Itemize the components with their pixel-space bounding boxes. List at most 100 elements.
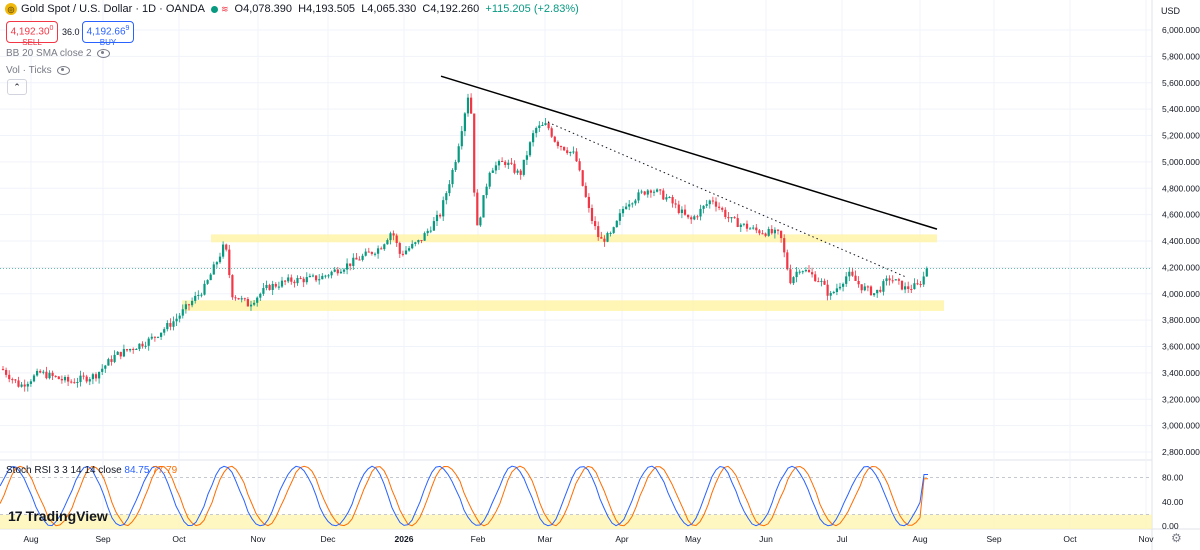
collapse-legend-button[interactable]: ⌃ xyxy=(7,79,27,95)
candle-body xyxy=(535,128,538,134)
price-tick: 2,800.000 xyxy=(1162,447,1200,457)
candle-body xyxy=(98,371,101,379)
candle-body xyxy=(904,286,907,290)
candle-body xyxy=(838,286,842,289)
candle-body xyxy=(525,155,528,160)
stoch-legend[interactable]: Stoch RSI 3 3 14 14 close 84.75 77.79 xyxy=(6,465,177,476)
candle-body xyxy=(783,238,786,253)
candle-body xyxy=(119,351,122,357)
change-value: +115.205 (+2.83%) xyxy=(485,3,579,15)
stoch-tick: 40.00 xyxy=(1162,497,1184,507)
candle-body xyxy=(8,374,11,380)
candle-body xyxy=(169,323,172,327)
sell-label: SELL xyxy=(22,38,42,48)
symbol-title[interactable]: Gold Spot / U.S. Dollar · 1D · OANDA xyxy=(21,3,205,15)
candle-body xyxy=(811,272,814,275)
candle-body xyxy=(869,286,873,296)
gear-icon[interactable]: ⚙ xyxy=(1171,531,1182,545)
candle-body xyxy=(129,348,132,351)
eye-icon[interactable] xyxy=(96,49,110,58)
stoch-tick: 0.00 xyxy=(1162,521,1179,531)
candle-body xyxy=(742,223,745,225)
time-label: Oct xyxy=(172,534,186,544)
candle-body xyxy=(687,214,690,218)
candle-body xyxy=(845,276,848,284)
price-tick: 5,200.000 xyxy=(1162,131,1200,141)
candle-body xyxy=(166,323,169,330)
candle-body xyxy=(832,291,835,293)
candle-body xyxy=(308,275,311,278)
candle-body xyxy=(823,280,826,285)
candle-body xyxy=(26,383,29,387)
time-label: Sep xyxy=(986,534,1001,544)
candle-body xyxy=(755,227,758,231)
candle-body xyxy=(752,227,755,229)
candle-body xyxy=(665,197,668,200)
candle-body xyxy=(101,368,104,372)
candle-body xyxy=(150,336,153,339)
candle-body xyxy=(510,162,513,164)
candle-body xyxy=(767,228,770,236)
candle-body xyxy=(649,190,652,193)
time-label: Apr xyxy=(615,534,628,544)
candle-body xyxy=(17,380,20,387)
price-tick: 3,200.000 xyxy=(1162,394,1200,404)
candle-body xyxy=(826,284,829,296)
eye-icon[interactable] xyxy=(56,66,70,75)
candle-body xyxy=(848,271,851,277)
candle-body xyxy=(680,209,683,213)
candle-body xyxy=(253,302,256,305)
vol-indicator[interactable]: Vol · Ticks xyxy=(6,65,70,76)
candle-body xyxy=(522,159,525,175)
candle-body xyxy=(900,280,904,290)
candle-body xyxy=(132,348,135,350)
candle-body xyxy=(178,315,181,319)
tradingview-logo[interactable]: 17 TradingView xyxy=(8,508,108,524)
candle-body xyxy=(110,359,113,362)
candle-body xyxy=(231,275,234,298)
candle-body xyxy=(857,280,860,285)
candle-body xyxy=(215,262,218,265)
candle-body xyxy=(578,161,581,171)
candle-body xyxy=(814,274,817,282)
candle-body xyxy=(268,284,271,290)
currency-label[interactable]: USD xyxy=(1161,6,1181,16)
price-tick: 5,600.000 xyxy=(1162,78,1200,88)
time-label: Aug xyxy=(912,534,927,544)
time-label: May xyxy=(685,534,702,544)
stoch-d-value: 77.79 xyxy=(152,465,178,476)
sell-button[interactable]: 4,192.300 SELL xyxy=(6,21,58,47)
candle-body xyxy=(246,299,249,307)
candle-body xyxy=(879,289,882,292)
candle-body xyxy=(11,379,14,381)
candle-body xyxy=(284,280,287,282)
candle-body xyxy=(569,151,572,154)
candle-body xyxy=(532,133,535,143)
candle-body xyxy=(243,298,246,300)
time-label: Nov xyxy=(250,534,266,544)
candle-body xyxy=(113,354,116,362)
candle-body xyxy=(538,125,541,129)
candle-body xyxy=(699,208,702,217)
candle-body xyxy=(280,280,284,287)
price-tick: 4,000.000 xyxy=(1162,289,1200,299)
candle-body xyxy=(721,207,724,210)
time-label: Oct xyxy=(1063,534,1077,544)
candle-body xyxy=(882,281,885,292)
candle-body xyxy=(603,238,606,242)
bb-indicator[interactable]: BB 20 SMA close 2 xyxy=(6,48,110,59)
time-axis: Aug Sep Oct Nov Dec 2026 Feb Mar Apr May Jun Jul Aug… xyxy=(23,534,1154,544)
candle-body xyxy=(634,200,637,204)
candle-body xyxy=(590,207,594,222)
candle-body xyxy=(507,162,510,165)
candle-body xyxy=(519,170,522,175)
candle-body xyxy=(761,233,764,235)
price-tick: 3,000.000 xyxy=(1162,421,1200,431)
candle-body xyxy=(466,97,470,114)
gold-icon: ◎ xyxy=(5,3,17,15)
sr-zones xyxy=(182,234,944,311)
candle-body xyxy=(20,384,23,387)
candle-body xyxy=(727,216,730,219)
buy-button[interactable]: 4,192.669 BUY xyxy=(82,21,134,47)
